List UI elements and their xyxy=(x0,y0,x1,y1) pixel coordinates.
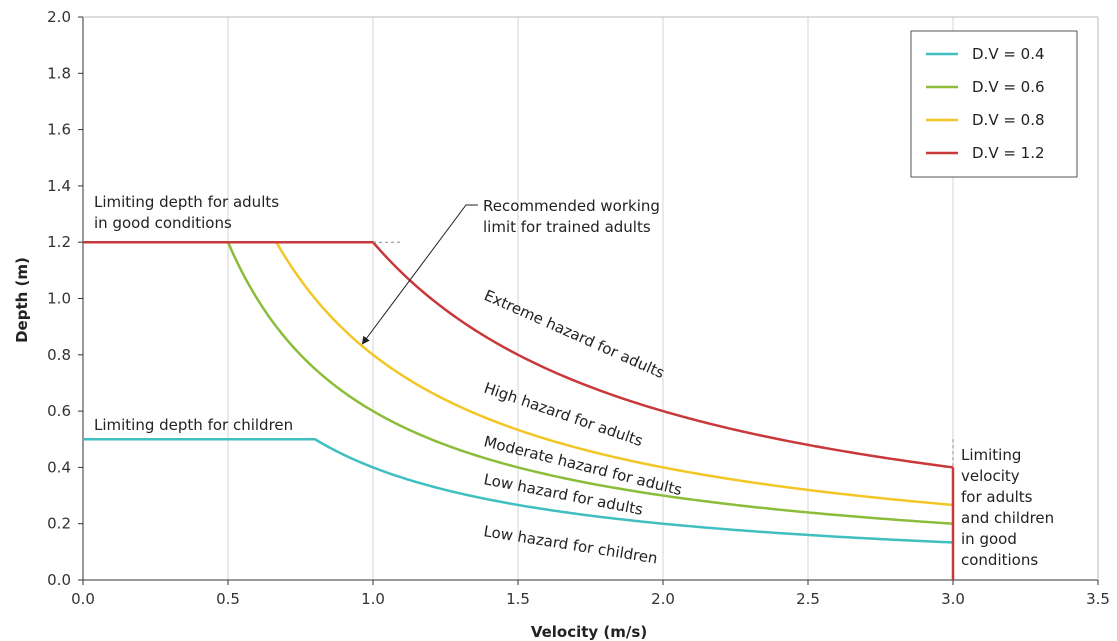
legend-label: D.V = 0.6 xyxy=(972,78,1045,96)
x-tick-label: 2.5 xyxy=(796,590,820,608)
annotation-limiting-velocity-line5: in good xyxy=(961,530,1017,548)
x-axis-title: Velocity (m/s) xyxy=(531,623,647,641)
reference-lines xyxy=(373,241,955,580)
y-axis-title: Depth (m) xyxy=(13,257,31,343)
x-tick-label: 0.5 xyxy=(216,590,240,608)
y-tick-label: 0.0 xyxy=(47,571,71,589)
axes xyxy=(78,16,1099,585)
legend-label: D.V = 1.2 xyxy=(972,144,1045,162)
y-tick-label: 1.4 xyxy=(47,177,71,195)
annotation-limiting-velocity-line2: velocity xyxy=(961,467,1020,485)
y-tick-label: 1.0 xyxy=(47,290,71,308)
tick-labels: 0.0 0.5 1.0 1.5 2.0 2.5 3.0 3.5 0.0 0.2 0.4 0.6 0.8 1… xyxy=(47,8,1110,608)
annotation-child-depth: Limiting depth for children xyxy=(94,416,293,434)
annotation-adult-depth-line1: Limiting depth for adults xyxy=(94,193,279,211)
x-tick-label: 1.0 xyxy=(361,590,385,608)
y-tick-label: 0.8 xyxy=(47,346,71,364)
annotation-limiting-velocity-line1: Limiting xyxy=(961,446,1021,464)
y-tick-label: 1.8 xyxy=(47,64,71,82)
y-tick-label: 1.2 xyxy=(47,233,71,251)
series-line-d-v-0-4 xyxy=(83,438,954,544)
series-line-d-v-1-2 xyxy=(83,240,954,469)
annotation-limiting-velocity-line3: for adults xyxy=(961,488,1033,506)
series-line-d-v-0-6 xyxy=(83,240,954,525)
working-limit-arrow xyxy=(361,204,478,345)
x-tick-label: 3.0 xyxy=(941,590,965,608)
zone-label-extreme: Extreme hazard for adults xyxy=(481,286,667,382)
legend-label: D.V = 0.8 xyxy=(972,111,1045,129)
annotation-limiting-velocity-line6: conditions xyxy=(961,551,1038,569)
annotation-working-limit-line1: Recommended working xyxy=(483,197,660,215)
legend-label: D.V = 0.4 xyxy=(972,45,1045,63)
y-tick-label: 1.6 xyxy=(47,121,71,139)
annotation-adult-depth-line2: in good conditions xyxy=(94,214,232,232)
y-tick-label: 0.6 xyxy=(47,402,71,420)
legend: D.V = 0.4 D.V = 0.6 D.V = 0.8 D.V = 1.2 xyxy=(910,30,1078,178)
annotation-working-limit-line2: limit for trained adults xyxy=(483,218,651,236)
y-tick-label: 2.0 xyxy=(47,8,71,26)
x-tick-label: 0.0 xyxy=(71,590,95,608)
x-tick-label: 1.5 xyxy=(506,590,530,608)
x-tick-label: 2.0 xyxy=(651,590,675,608)
y-tick-label: 0.2 xyxy=(47,515,71,533)
x-tick-label: 3.5 xyxy=(1086,590,1110,608)
y-tick-label: 0.4 xyxy=(47,458,71,476)
annotation-limiting-velocity-line4: and children xyxy=(961,509,1054,527)
series-line-d-v-0-8 xyxy=(83,240,954,507)
zone-label-low-children: Low hazard for children xyxy=(482,522,658,567)
series-lines xyxy=(83,240,954,544)
